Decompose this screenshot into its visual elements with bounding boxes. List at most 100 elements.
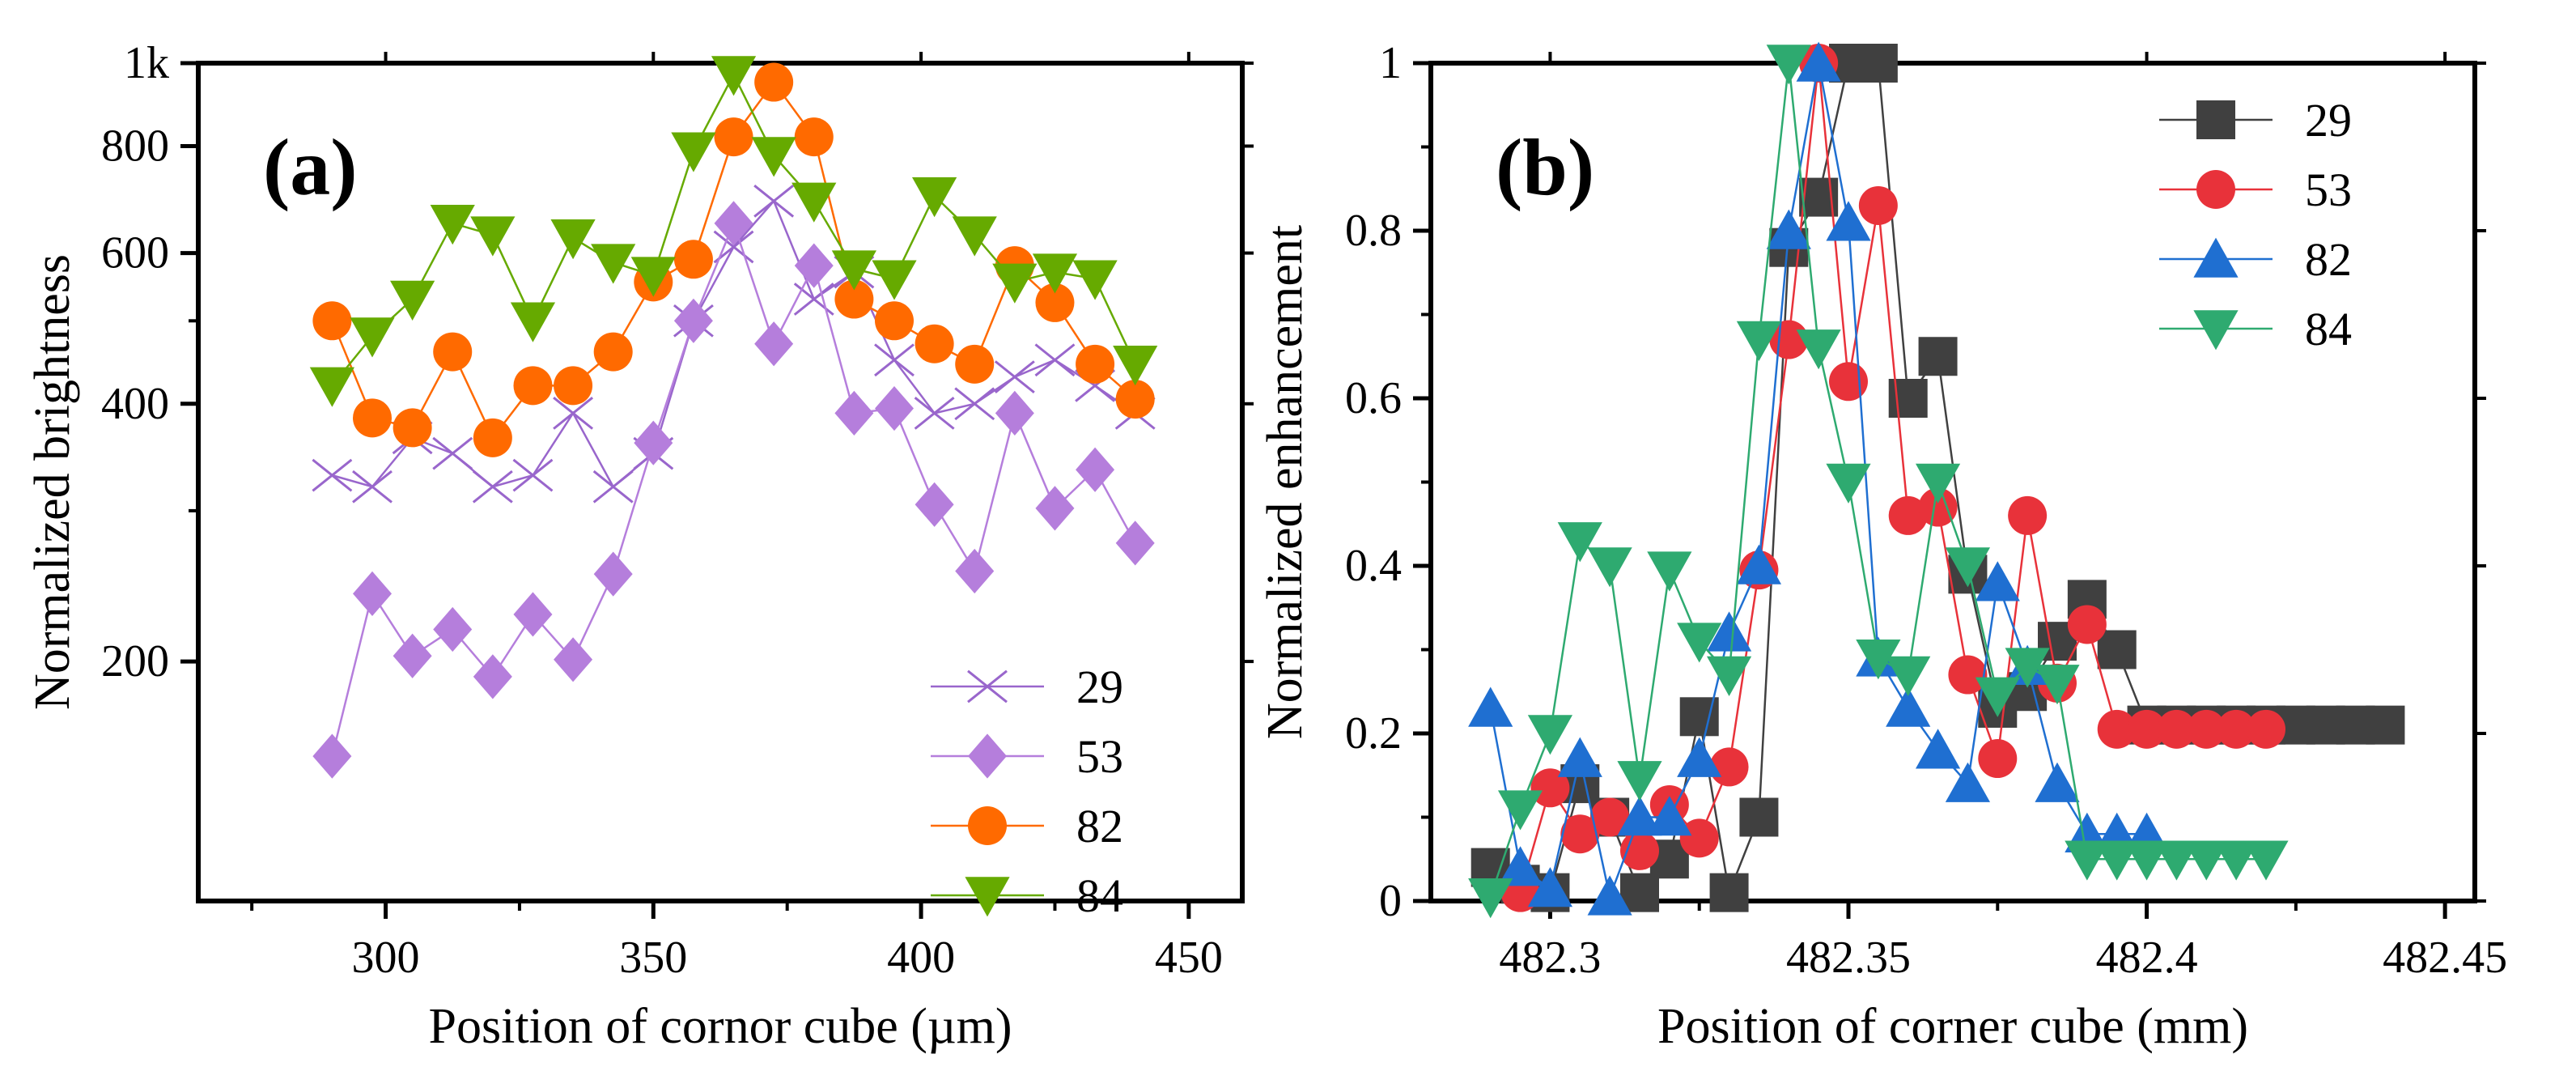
series-84-point bbox=[1766, 45, 1811, 85]
legend-label: 84 bbox=[1076, 869, 1123, 922]
series-82-point bbox=[1826, 201, 1871, 241]
series-29-point bbox=[914, 397, 955, 430]
series-82-point bbox=[1468, 686, 1513, 727]
series-82-point bbox=[1915, 729, 1961, 769]
series-82-point bbox=[1736, 544, 1782, 584]
legend-label: 84 bbox=[2305, 303, 2352, 355]
series-82-point bbox=[312, 301, 352, 341]
series-84-point bbox=[1677, 623, 1722, 663]
series-84-point bbox=[1915, 463, 1961, 504]
series-53-point bbox=[1829, 362, 1868, 402]
series-53-point bbox=[875, 385, 914, 431]
series-82-point bbox=[393, 408, 432, 448]
series-29-point bbox=[352, 470, 393, 504]
series-53-point bbox=[1948, 655, 1988, 695]
series-84-point bbox=[1856, 640, 1901, 680]
series-84-point bbox=[1032, 253, 1078, 294]
series-82-point bbox=[1076, 344, 1115, 384]
legend-label: 82 bbox=[1076, 800, 1123, 852]
legend-marker bbox=[2193, 310, 2239, 351]
series-53-point bbox=[955, 548, 995, 594]
series-53-point bbox=[915, 482, 954, 527]
legend-label: 29 bbox=[2305, 94, 2352, 147]
series-82-point bbox=[714, 117, 753, 157]
series-82-point bbox=[1886, 686, 1931, 727]
series-53-point bbox=[1530, 768, 1570, 808]
series-53-point bbox=[1560, 814, 1600, 854]
y-tick-label: 0.2 bbox=[1345, 708, 1402, 759]
series-82-point bbox=[875, 301, 914, 341]
series-84-point bbox=[831, 250, 876, 291]
series-53-point bbox=[2217, 709, 2256, 749]
series-53-point bbox=[2157, 709, 2196, 749]
series-53-point bbox=[1858, 185, 1898, 225]
series-84 bbox=[1468, 45, 2289, 919]
series-82-point bbox=[1706, 611, 1752, 652]
series-53 bbox=[312, 201, 1155, 779]
series-29-point bbox=[2366, 705, 2405, 745]
panel-b: 482.3 482.35 482.4 482.45 0 0.2 0.4 0.6 0.8 1 Posi… bbox=[1258, 38, 2507, 1054]
legend-marker bbox=[965, 877, 1010, 917]
series-82-point bbox=[1557, 737, 1602, 777]
series-82-point bbox=[834, 279, 874, 319]
series-82-point bbox=[1115, 380, 1155, 419]
panel-a: 300 350 400 450 200 400 600 800 1k Position of co… bbox=[25, 38, 1254, 1054]
panel-label: (a) bbox=[263, 122, 358, 212]
y-tick-label: 0.4 bbox=[1345, 541, 1402, 591]
series-53-point bbox=[714, 201, 753, 246]
x-tick-label: 400 bbox=[887, 933, 955, 983]
series-29-point bbox=[2097, 630, 2137, 669]
series-82-point bbox=[1497, 846, 1543, 886]
legend-item-84: 84 bbox=[2159, 303, 2352, 355]
series-82-point bbox=[915, 324, 954, 363]
series-53-point bbox=[2247, 709, 2285, 749]
series-29-point bbox=[874, 343, 915, 377]
series-84-point bbox=[872, 260, 917, 300]
series-82-point bbox=[1975, 561, 2020, 601]
series-84-point bbox=[1975, 677, 2020, 717]
legend: 29 53 82 84 bbox=[931, 661, 1123, 922]
legend-item-29: 29 bbox=[931, 661, 1123, 713]
series-29-point bbox=[553, 397, 594, 430]
series-84-point bbox=[1826, 463, 1871, 504]
series-53-point bbox=[312, 733, 352, 779]
series-84-point bbox=[1072, 260, 1118, 300]
series-53-point bbox=[554, 637, 593, 682]
y-tick-label: 600 bbox=[101, 228, 169, 278]
series-82-point bbox=[1035, 283, 1075, 322]
series-29-point bbox=[592, 470, 634, 504]
x-axis-label: Position of cornor cube (µm) bbox=[428, 999, 1012, 1054]
series-53-point bbox=[353, 571, 392, 616]
series-84-point bbox=[1647, 551, 1692, 592]
series-82-point bbox=[1766, 209, 1811, 249]
series-82-point bbox=[1617, 796, 1662, 836]
series-84-point bbox=[711, 56, 757, 96]
series-53-point bbox=[1978, 739, 2018, 779]
series-82-point bbox=[1527, 867, 1573, 907]
series-84-point bbox=[630, 257, 676, 297]
series-84-point bbox=[470, 216, 516, 257]
legend-label: 53 bbox=[2305, 164, 2352, 216]
series-84-point bbox=[390, 280, 435, 321]
series-53-point bbox=[473, 654, 512, 699]
y-tick-label: 200 bbox=[101, 636, 169, 686]
series-53-point bbox=[634, 420, 673, 465]
series-53-point bbox=[2127, 709, 2166, 749]
series-84-point bbox=[912, 176, 957, 218]
x-tick-label: 482.4 bbox=[2096, 933, 2198, 983]
series-53-point bbox=[2067, 605, 2107, 644]
series-82-point bbox=[353, 398, 392, 438]
series-84-point bbox=[2065, 840, 2110, 881]
series-84-point bbox=[2035, 665, 2080, 705]
series-84 bbox=[309, 56, 1158, 407]
y-tick-label: 1k bbox=[124, 38, 169, 88]
series-53-point bbox=[513, 592, 553, 637]
series-84-point bbox=[751, 137, 796, 177]
panel-label: (b) bbox=[1496, 122, 1594, 212]
series-53-point bbox=[1918, 487, 1958, 527]
series-84-point bbox=[1468, 878, 1513, 919]
series-82-point bbox=[433, 332, 473, 372]
series-84-point bbox=[2154, 840, 2200, 881]
series-53-point bbox=[834, 390, 874, 436]
